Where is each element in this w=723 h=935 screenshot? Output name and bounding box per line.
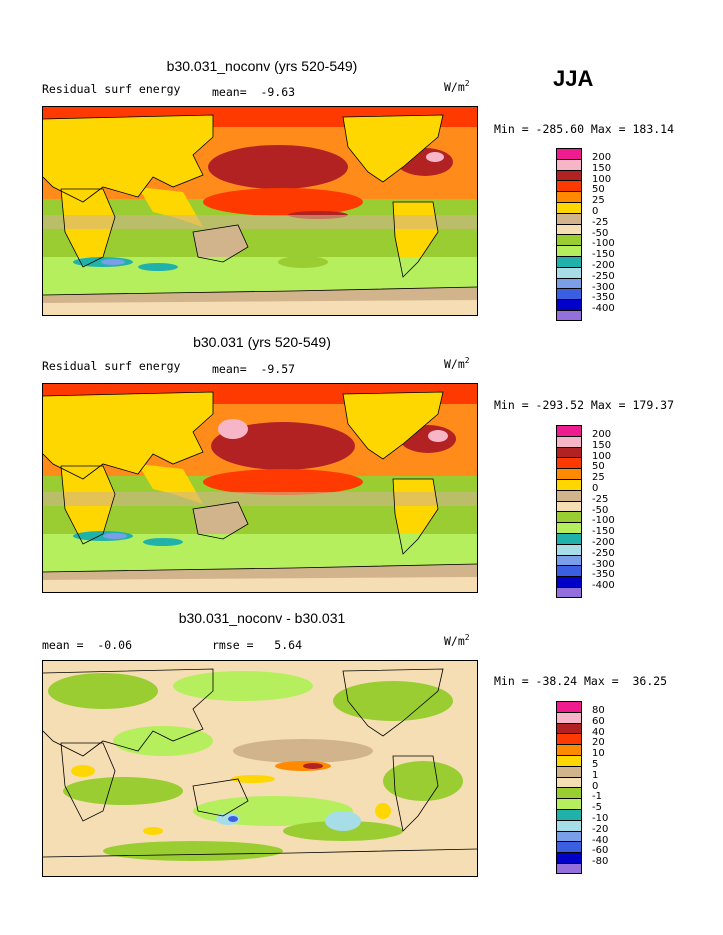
panel-3-colorbar-labels: 80 60 40 20 10 5 1 0 -1 -5 -10 -20 -40 -60 -80 (592, 705, 609, 868)
colorbar-label: 200 (592, 152, 612, 163)
panel-2-units: W/m2 (444, 356, 470, 371)
panel-1-variable-label: Residual surf energy (42, 82, 181, 96)
colorbar-label: 60 (592, 715, 605, 727)
panel-2-minmax: Min = -293.52 Max = 179.37 (494, 398, 675, 412)
colorbar-label: -20 (592, 823, 609, 835)
panel-1-colorbar (556, 148, 582, 321)
panel-2-variable-label: Residual surf energy (42, 359, 181, 373)
panel-2-mean: mean= -9.57 (212, 362, 296, 376)
colorbar-label: -50 (592, 504, 609, 516)
panel-1-title: b30.031_noconv (yrs 520-549) (166, 58, 358, 74)
colorbar-label: -150 (592, 526, 615, 538)
colorbar-label: -80 (592, 856, 609, 868)
colorbar-label: -200 (592, 536, 615, 548)
season-label: JJA (553, 66, 594, 91)
colorbar-label: -1 (592, 791, 602, 803)
panel-3-title: b30.031_noconv - b30.031 (178, 610, 346, 626)
panel-3-units: W/m2 (444, 633, 470, 648)
colorbar-label: 5 (592, 758, 599, 770)
panel-3-minmax: Min = -38.24 Max = 36.25 (494, 674, 668, 688)
colorbar-label: 25 (592, 472, 605, 484)
panel-2-map (42, 383, 478, 593)
colorbar-label: 50 (592, 184, 605, 196)
panel-1-units: W/m2 (444, 79, 470, 94)
colorbar-label: -60 (592, 845, 609, 857)
colorbar-label: -300 (592, 281, 615, 293)
colorbar-label: 25 (592, 195, 605, 207)
colorbar-label: -25 (592, 216, 609, 228)
colorbar-label: -150 (592, 249, 615, 261)
colorbar-label: -350 (592, 569, 615, 581)
colorbar-label: -5 (592, 802, 602, 814)
panel-3-map (42, 660, 478, 877)
panel-2-title: b30.031 (yrs 520-549) (193, 334, 331, 350)
colorbar-label: -40 (592, 834, 609, 846)
colorbar-label: 100 (592, 173, 612, 185)
panel-3-mean: mean = -0.06 (42, 638, 133, 652)
colorbar-label: 50 (592, 461, 605, 473)
panel-2-colorbar-labels: 200 150 100 50 25 0 -25 -50 -100 -150 -200 -250 -300… (592, 429, 615, 592)
colorbar-label: -200 (592, 259, 615, 271)
panel-1-minmax: Min = -285.60 Max = 183.14 (494, 122, 675, 136)
panel-1-map (42, 106, 478, 316)
colorbar-label: 10 (592, 748, 605, 760)
colorbar-label: -25 (592, 493, 609, 505)
colorbar-label: 150 (592, 162, 612, 174)
panel-1-mean: mean= -9.63 (212, 85, 296, 99)
panel-3-colorbar (556, 701, 582, 874)
colorbar-label: -400 (592, 303, 615, 315)
colorbar-label: 0 (592, 482, 599, 494)
colorbar-label: -100 (592, 515, 615, 527)
panel-2-colorbar (556, 425, 582, 598)
colorbar-label: 200 (592, 429, 612, 440)
colorbar-label: 40 (592, 726, 605, 738)
colorbar-label: -350 (592, 292, 615, 304)
colorbar-label: 0 (592, 780, 599, 792)
colorbar-label: 0 (592, 205, 599, 217)
colorbar-label: 20 (592, 737, 605, 749)
colorbar-label: 150 (592, 439, 612, 451)
colorbar-label: -400 (592, 580, 615, 592)
panel-3-rmse: rmse = 5.64 (212, 638, 303, 652)
colorbar-label: -250 (592, 547, 615, 559)
colorbar-label: -10 (592, 812, 609, 824)
colorbar-label: 80 (592, 705, 605, 716)
colorbar-label: -250 (592, 270, 615, 282)
colorbar-label: 100 (592, 450, 612, 462)
colorbar-label: 1 (592, 769, 599, 781)
panel-1-colorbar-labels: 200 150 100 50 25 0 -25 -50 -100 -150 -200 -250 -300… (592, 152, 615, 315)
colorbar-label: -100 (592, 238, 615, 250)
colorbar-label: -50 (592, 227, 609, 239)
colorbar-label: -300 (592, 558, 615, 570)
